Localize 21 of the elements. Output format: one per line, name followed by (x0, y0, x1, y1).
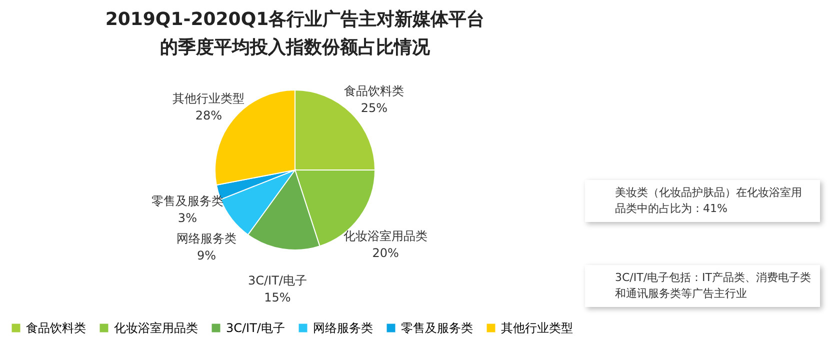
legend-label: 食品饮料类 (26, 321, 86, 335)
legend-label: 3C/IT/电子 (226, 321, 285, 335)
data-label: 15% (264, 290, 291, 305)
data-label: 25% (360, 100, 388, 115)
data-label: 28% (195, 108, 222, 123)
slice-label: 网络服务类 (176, 232, 237, 246)
slice-label: 化妆浴室用品类 (344, 228, 428, 243)
chart-title: 2019Q1-2020Q1各行业广告主对新媒体平台的季度平均投入指数份额占比情况 (104, 8, 486, 60)
data-label: 3% (178, 211, 197, 226)
text: 3C/IT/电子包括：IT产品类、消费电子类和通讯服务类等广告主行业 (585, 265, 820, 307)
slice-label: 零售及服务类 (151, 194, 224, 208)
legend-label: 零售及服务类 (401, 321, 473, 335)
data-label: 9% (196, 248, 216, 263)
text: 美妆类（化妆品护肤品）在化妆浴室用品类中的占比为：41% (585, 180, 820, 222)
legend-label: 化妆浴室用品类 (114, 321, 198, 335)
legend-label: 其他行业类型 (501, 321, 573, 335)
slice-label: 3C/IT/电子 (248, 274, 307, 288)
data-label: 20% (372, 246, 399, 260)
slice-label: 食品饮料类 (344, 84, 404, 98)
slice-label: 其他行业类型 (172, 92, 245, 106)
legend-label: 网络服务类 (313, 321, 373, 335)
